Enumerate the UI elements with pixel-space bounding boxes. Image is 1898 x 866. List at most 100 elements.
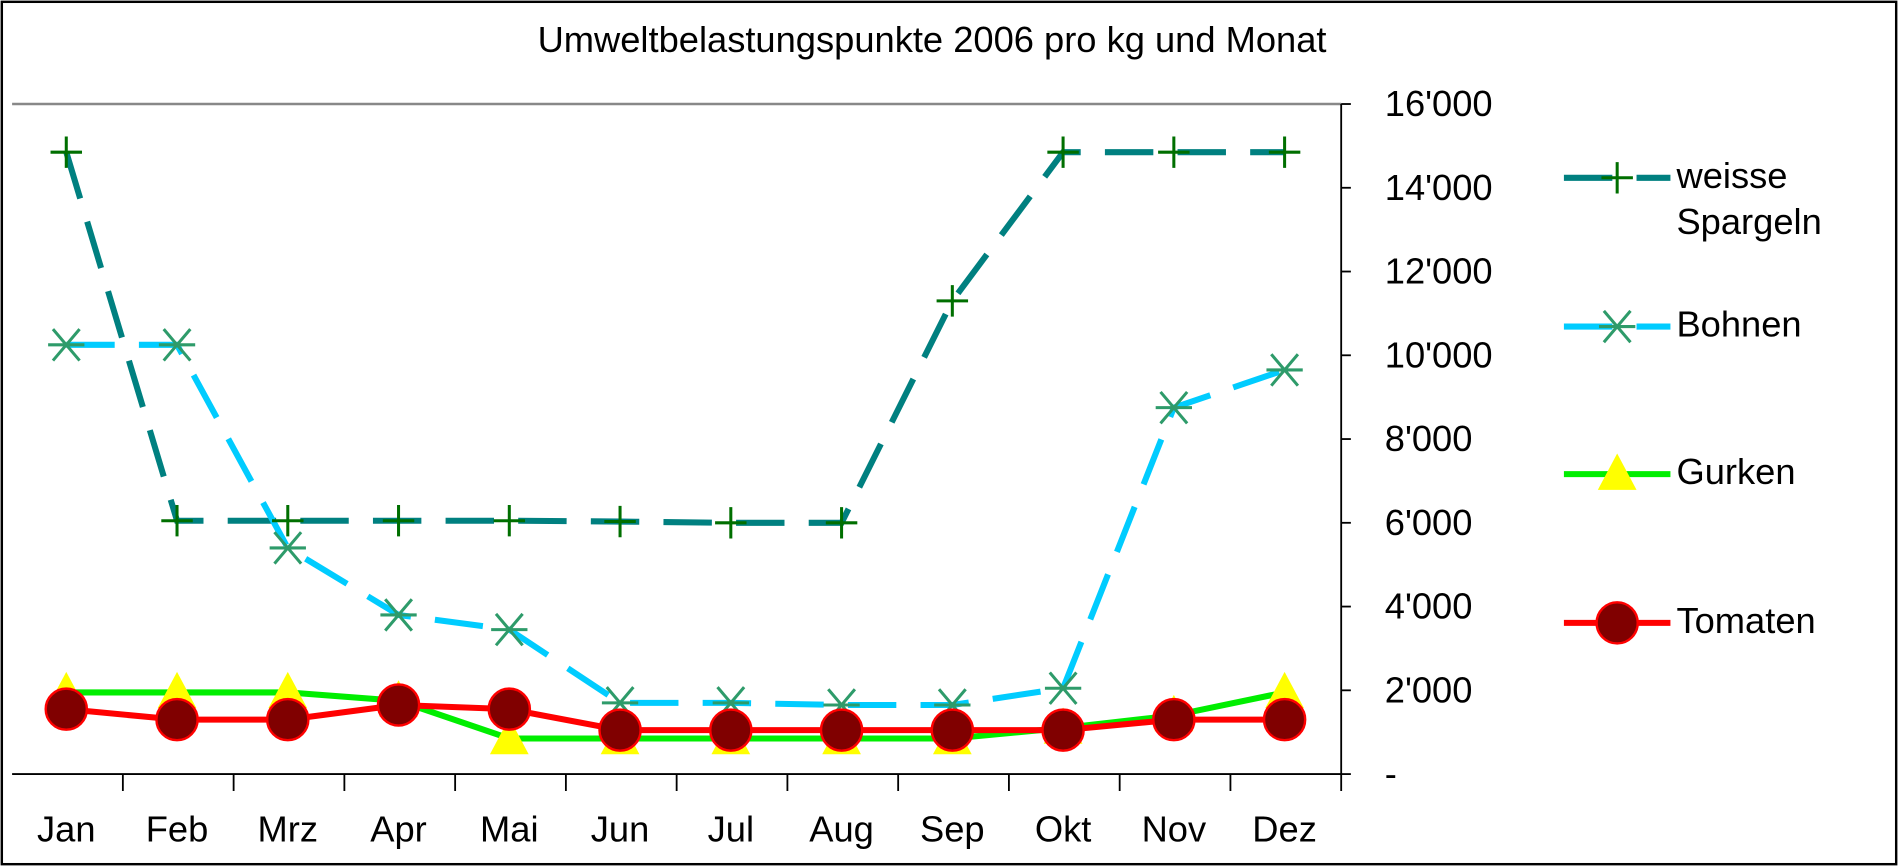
marker xyxy=(380,598,417,632)
marker xyxy=(819,708,864,752)
marker xyxy=(489,717,529,755)
marker xyxy=(1599,309,1636,344)
x-tick-label: Feb xyxy=(146,809,209,850)
marker xyxy=(493,504,526,537)
marker-shape xyxy=(819,708,864,752)
marker xyxy=(604,505,636,538)
marker xyxy=(272,504,304,537)
marker xyxy=(376,683,421,727)
marker-shape xyxy=(376,683,421,727)
legend-label: Bohnen xyxy=(1676,303,1801,344)
marker xyxy=(487,687,532,731)
legend-label: Tomaten xyxy=(1676,599,1815,640)
marker xyxy=(268,671,308,709)
marker-shape xyxy=(265,697,310,742)
marker xyxy=(1265,671,1304,709)
y-tick-label: 10'000 xyxy=(1385,334,1493,375)
marker xyxy=(157,671,197,709)
marker xyxy=(1044,671,1082,705)
y-tick-label: 2'000 xyxy=(1385,669,1473,710)
x-tick-label: Dez xyxy=(1252,809,1317,850)
marker xyxy=(930,708,975,752)
marker-shape xyxy=(709,708,753,752)
y-tick-label: 4'000 xyxy=(1385,586,1473,627)
marker xyxy=(48,328,85,362)
marker-shape xyxy=(825,507,858,539)
marker xyxy=(155,697,199,742)
marker-shape xyxy=(487,687,532,731)
y-tick-label: 12'000 xyxy=(1385,251,1493,292)
x-tick-label: Jan xyxy=(37,809,96,850)
marker-shape xyxy=(598,708,642,752)
marker xyxy=(1266,353,1303,387)
marker xyxy=(709,708,753,752)
marker-shape xyxy=(936,285,969,317)
marker-shape xyxy=(1262,697,1307,742)
marker xyxy=(161,504,193,537)
marker-shape xyxy=(380,598,417,632)
marker-shape xyxy=(48,328,85,362)
marker-shape xyxy=(1601,162,1633,194)
marker-shape xyxy=(157,671,197,709)
x-tick-label: Sep xyxy=(920,809,985,850)
marker-shape xyxy=(1268,136,1301,168)
marker xyxy=(265,697,310,742)
marker-shape xyxy=(930,708,975,752)
x-tick-label: Jun xyxy=(591,809,650,850)
marker-shape xyxy=(1597,453,1637,490)
marker xyxy=(1597,453,1637,490)
marker-shape xyxy=(1155,390,1192,425)
marker xyxy=(269,531,306,565)
series-line xyxy=(63,149,1285,526)
y-tick-label: 8'000 xyxy=(1385,418,1473,459)
series-line xyxy=(66,341,1286,709)
chart-title: Umweltbelastungspunkte 2006 pro kg und M… xyxy=(538,19,1327,60)
marker-shape xyxy=(1044,671,1082,705)
marker xyxy=(1041,708,1085,752)
y-tick-label: - xyxy=(1385,753,1397,794)
marker-shape xyxy=(272,504,304,537)
x-tick-label: Mrz xyxy=(258,809,318,850)
marker-shape xyxy=(268,671,308,709)
legend-label: weisse Spargeln xyxy=(1675,154,1821,241)
marker xyxy=(1158,136,1190,168)
y-tick-label: 16'000 xyxy=(1385,83,1493,124)
marker xyxy=(1152,697,1196,742)
marker-shape xyxy=(1041,708,1085,752)
marker-shape xyxy=(1266,353,1303,387)
y-tick-label: 6'000 xyxy=(1385,502,1473,543)
marker xyxy=(44,687,89,731)
x-tick-label: Mai xyxy=(480,809,538,850)
marker-shape xyxy=(1158,136,1190,168)
marker xyxy=(1268,136,1301,168)
x-tick-label: Okt xyxy=(1035,809,1091,850)
x-tick-label: Jul xyxy=(708,809,754,850)
marker-shape xyxy=(1595,601,1639,645)
marker xyxy=(1155,390,1192,425)
marker-shape xyxy=(491,612,528,647)
marker xyxy=(1047,136,1079,168)
marker xyxy=(936,285,969,317)
marker-shape xyxy=(155,697,199,742)
marker-shape xyxy=(493,504,526,537)
marker xyxy=(715,507,747,539)
marker xyxy=(1262,697,1307,742)
marker xyxy=(825,507,858,539)
marker xyxy=(491,612,528,647)
marker-shape xyxy=(161,504,193,537)
marker xyxy=(158,328,196,362)
marker-shape xyxy=(382,504,415,537)
marker xyxy=(50,136,83,168)
x-tick-label: Apr xyxy=(370,809,426,850)
marker-shape xyxy=(715,507,747,539)
marker xyxy=(598,708,642,752)
marker-shape xyxy=(604,505,636,538)
marker xyxy=(1601,162,1633,194)
marker-shape xyxy=(269,531,306,565)
legend-label: Gurken xyxy=(1676,451,1795,492)
x-tick-label: Nov xyxy=(1142,809,1207,850)
x-tick-label: Aug xyxy=(809,809,874,850)
marker xyxy=(1595,601,1639,645)
marker-shape xyxy=(158,328,196,362)
